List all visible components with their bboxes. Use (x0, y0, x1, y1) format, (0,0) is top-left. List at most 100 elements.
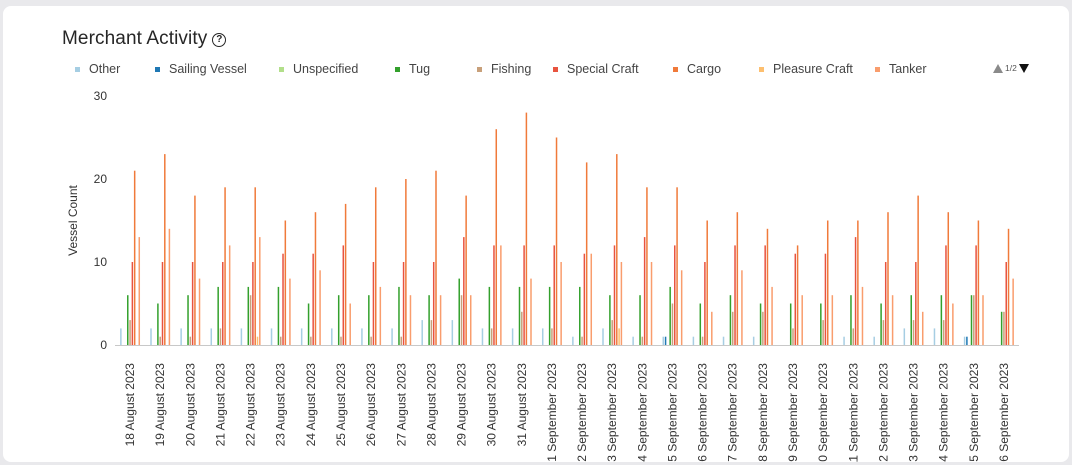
bar (843, 336, 845, 345)
y-tick-label: 20 (94, 172, 108, 186)
bar (310, 336, 312, 345)
legend-swatch (279, 66, 284, 72)
bar (331, 328, 333, 345)
bar (699, 303, 702, 345)
bar (368, 295, 370, 345)
bar (133, 170, 136, 345)
bar (752, 336, 755, 345)
x-tick-label: 10 September 2023 (816, 363, 830, 462)
legend-item-other[interactable]: Other (75, 62, 120, 76)
bar (495, 129, 498, 345)
bar (966, 336, 968, 345)
bar (300, 328, 303, 345)
bar (973, 295, 975, 345)
merchant-activity-card: Merchant Activity ? Other Sailing Vessel U… (3, 6, 1069, 462)
x-tick-label: 5 September 2023 (665, 363, 679, 462)
x-tick-label: 3 September 2023 (605, 363, 619, 462)
bar (219, 328, 222, 345)
x-tick-label: 6 September 2023 (696, 363, 710, 462)
bar (891, 295, 894, 345)
legend-label: Other (89, 62, 121, 76)
triangle-down-icon[interactable] (1018, 63, 1029, 73)
bar (820, 303, 822, 345)
bar (191, 262, 194, 345)
bar (402, 262, 405, 345)
bar (400, 336, 403, 345)
bar (731, 311, 734, 345)
bar (247, 286, 250, 345)
bar (789, 303, 792, 345)
bar (252, 262, 254, 345)
x-tick-label: 4 September 2023 (635, 363, 649, 462)
bar (711, 311, 713, 345)
bar (551, 328, 553, 345)
bar (759, 303, 762, 345)
legend-item-sailing-vessel[interactable]: Sailing Vessel (155, 62, 247, 76)
legend-item-fishing[interactable]: Fishing (477, 62, 531, 76)
bar (1003, 311, 1005, 345)
bar (917, 195, 919, 345)
legend-item-pleasure-craft[interactable]: Pleasure Craft (759, 62, 853, 76)
legend-item-unspecified[interactable]: Unspecified (279, 62, 358, 76)
x-tick-label: 19 August 2023 (153, 363, 167, 447)
bar (240, 328, 243, 345)
y-tick-label: 10 (94, 255, 108, 269)
bar (120, 328, 122, 345)
bar (873, 336, 875, 345)
bar (525, 112, 528, 345)
x-tick-label: 16 September 2023 (997, 363, 1011, 462)
bar (469, 295, 472, 345)
bar (194, 195, 196, 345)
card-title: Merchant Activity (62, 28, 208, 49)
bar (228, 245, 231, 345)
bar (421, 320, 423, 345)
legend-item-special-craft[interactable]: Special Craft (553, 62, 639, 76)
bar (581, 336, 583, 345)
bar (722, 336, 725, 345)
bar (168, 228, 171, 345)
bar (579, 286, 581, 345)
y-tick-label: 30 (94, 89, 108, 103)
y-axis-title: Vessel Count (66, 184, 80, 255)
bar (602, 328, 604, 345)
legend-swatch (155, 66, 160, 72)
bar (198, 278, 201, 345)
bar (764, 245, 766, 345)
legend-item-tanker[interactable]: Tanker (875, 62, 927, 76)
triangle-up-icon[interactable] (993, 63, 1003, 73)
bar (465, 195, 467, 345)
bar (801, 295, 803, 345)
bar (646, 187, 648, 345)
question-circle-icon[interactable]: ? (212, 33, 227, 47)
bar (451, 320, 454, 345)
bar (1005, 262, 1007, 345)
bar (940, 295, 943, 345)
bar (521, 311, 523, 345)
bar (822, 320, 824, 345)
x-tick-label: 25 August 2023 (334, 363, 348, 447)
bar (312, 253, 314, 345)
bar (560, 262, 562, 345)
bar (138, 237, 141, 345)
bar (880, 303, 882, 345)
bar (771, 286, 773, 345)
bar (344, 203, 347, 345)
bar (671, 303, 674, 345)
bar (676, 187, 678, 345)
x-tick-label: 11 September 2023 (846, 363, 860, 462)
bar (609, 295, 611, 345)
bar (942, 320, 945, 345)
legend-item-tug[interactable]: Tug (395, 62, 430, 76)
legend-item-cargo[interactable]: Cargo (673, 62, 721, 76)
x-tick-label: 21 August 2023 (213, 363, 227, 447)
y-tick-label: 0 (100, 338, 107, 352)
bar (164, 154, 166, 345)
bar (650, 262, 653, 345)
legend-swatch (553, 66, 558, 72)
bar (523, 245, 525, 345)
bar (435, 170, 437, 345)
bar (977, 220, 980, 345)
x-tick-label: 28 August 2023 (424, 363, 438, 447)
card-header: Merchant Activity ? (62, 28, 227, 50)
bar (632, 336, 634, 345)
